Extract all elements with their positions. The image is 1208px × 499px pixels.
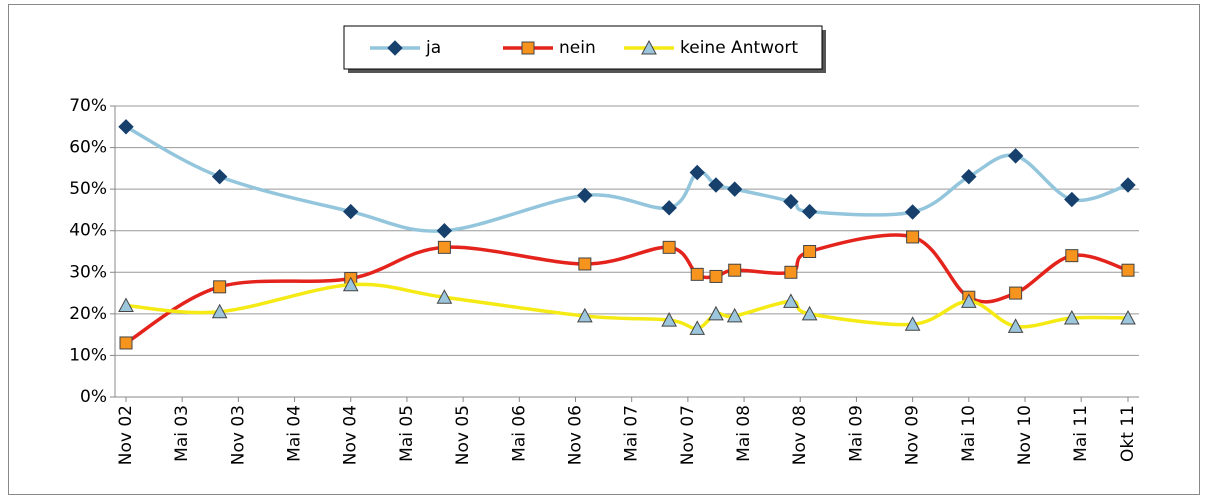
x-tick-label: Nov 02 [116, 405, 136, 465]
x-tick-label: Mai 10 [959, 405, 979, 462]
y-tick-label: 60% [69, 138, 107, 158]
marker [961, 168, 977, 185]
marker [803, 245, 817, 258]
marker [436, 223, 453, 239]
marker [578, 257, 592, 271]
x-tick-label: Nov 09 [903, 405, 923, 465]
marker [577, 307, 593, 323]
marker [641, 39, 657, 55]
x-tick-label: Nov 07 [678, 405, 698, 465]
marker [904, 316, 921, 331]
x-tick-label: Nov 05 [453, 405, 473, 465]
marker [342, 276, 359, 292]
marker [690, 267, 704, 281]
y-tick-label: 0% [80, 387, 107, 407]
x-tick-label: Mai 03 [172, 405, 192, 462]
marker [783, 193, 799, 210]
y-tick-label: 40% [69, 221, 107, 241]
marker [661, 312, 677, 327]
marker [1007, 148, 1024, 164]
y-tick-label: 50% [69, 179, 107, 199]
x-tick-label: Mai 07 [622, 405, 642, 462]
y-tick-label: 10% [69, 345, 107, 365]
marker [436, 289, 453, 304]
x-tick-label: Mai 09 [846, 405, 866, 462]
x-tick-label: Mai 08 [734, 405, 754, 462]
marker [709, 269, 723, 283]
marker [726, 181, 743, 197]
x-tick-label: Mai 11 [1071, 405, 1091, 462]
x-tick-label: Nov 04 [341, 405, 361, 465]
marker [689, 164, 705, 181]
marker [213, 280, 227, 294]
marker [1063, 309, 1080, 325]
legend-label: keine Antwort [680, 38, 798, 58]
marker [437, 240, 451, 254]
x-tick-label: Mai 05 [397, 405, 417, 462]
marker [661, 200, 677, 216]
marker [801, 203, 818, 220]
x-tick-label: Nov 10 [1015, 405, 1035, 465]
marker [387, 40, 403, 56]
marker [960, 293, 977, 308]
marker [689, 320, 706, 335]
x-tick-label: Nov 08 [790, 405, 810, 465]
marker [1065, 249, 1079, 263]
marker [1007, 318, 1024, 333]
marker [708, 305, 724, 321]
y-tick-label: 70% [69, 96, 107, 116]
x-tick-label: Mai 06 [509, 405, 529, 462]
marker [708, 177, 724, 193]
y-tick-label: 20% [69, 304, 107, 324]
marker [1064, 191, 1080, 208]
marker [662, 240, 676, 254]
marker [343, 203, 359, 220]
marker [1009, 286, 1023, 300]
marker [118, 297, 134, 313]
x-tick-label: Nov 06 [565, 405, 585, 465]
chart-frame [8, 4, 1200, 495]
marker [521, 41, 535, 55]
x-tick-label: Okt 11 [1118, 405, 1138, 462]
x-tick-label: Mai 04 [285, 405, 305, 462]
y-tick-label: 30% [69, 262, 107, 282]
marker [577, 187, 593, 204]
marker [783, 293, 799, 308]
marker [1120, 309, 1136, 325]
legend-label: nein [559, 38, 596, 58]
marker [726, 307, 743, 323]
marker [1120, 177, 1136, 193]
legend [343, 25, 823, 70]
legend-label: ja [425, 38, 441, 58]
marker [906, 230, 920, 244]
marker [211, 168, 228, 185]
marker [784, 265, 798, 279]
marker [801, 305, 818, 321]
marker [728, 263, 742, 277]
marker [904, 204, 921, 220]
marker [119, 336, 133, 350]
marker [211, 303, 228, 319]
x-tick-label: Nov 03 [228, 405, 248, 465]
marker [1121, 263, 1135, 277]
marker [118, 119, 134, 135]
